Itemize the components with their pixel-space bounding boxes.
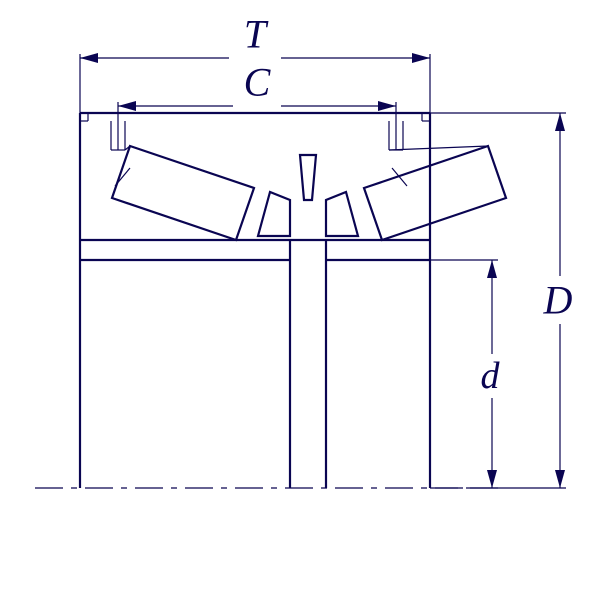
dim-label-C: C: [244, 59, 271, 106]
dim-label-D: D: [544, 277, 573, 324]
bearing-diagram: [0, 0, 600, 600]
dim-label-T: T: [244, 11, 266, 58]
dim-label-d: d: [481, 354, 500, 398]
